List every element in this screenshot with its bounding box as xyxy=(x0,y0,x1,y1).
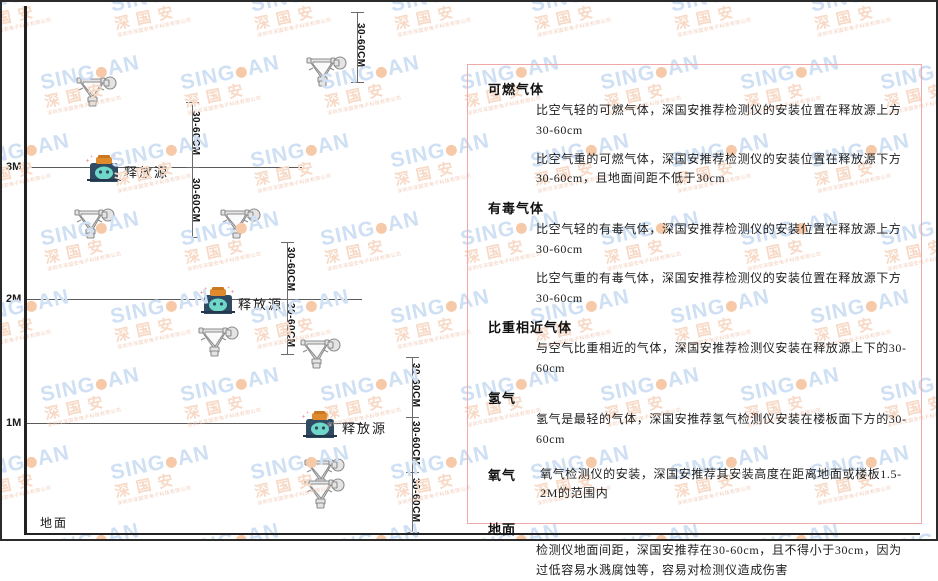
watermark-dot-icon xyxy=(935,378,936,391)
note-section: 氧气氧气检测仪的安装，深国安推荐其安装高度在距离地面或楼板1.5-2M的范围内 xyxy=(482,459,907,514)
watermark-cn: 深国安 xyxy=(813,2,933,32)
note-paragraph: 与空气比重相近的气体，深国安推荐检测仪安装在释放源上下的30-60cm xyxy=(536,339,907,379)
watermark-cn: 深国安 xyxy=(533,2,653,32)
note-heading: 可燃气体 xyxy=(488,79,907,98)
note-section: 有毒气体比空气轻的有毒气体，深国安推荐检测仪的安装位置在释放源上方30-60cm… xyxy=(482,198,907,308)
note-section: 地面检测仪地面间距，深国安推荐在30-60cm，且不得小于30cm，因为过低容易… xyxy=(482,519,907,581)
watermark-dot-icon xyxy=(935,66,936,79)
note-section: 可燃气体比空气轻的可燃气体，深国安推荐检测仪的安装位置在释放源上方30-60cm… xyxy=(482,79,907,189)
note-paragraph: 氧气检测仪的安装，深国安推荐其安装高度在距离地面或楼板1.5-2M的范围内 xyxy=(540,465,907,505)
note-paragraph: 比空气重的有毒气体，深国安推荐检测仪的安装位置在释放源下方30-60cm xyxy=(536,269,907,309)
note-heading: 地面 xyxy=(488,519,907,538)
watermark-sub: 深圳市深国安电子科技有限公司 xyxy=(817,9,935,39)
note-paragraph: 比空气轻的有毒气体，深国安推荐检测仪的安装位置在释放源上方30-60cm xyxy=(536,220,907,260)
note-heading: 有毒气体 xyxy=(488,198,907,217)
note-paragraph: 比空气轻的可燃气体，深国安推荐检测仪的安装位置在释放源上方30-60cm xyxy=(536,101,907,141)
note-paragraph: 检测仪地面间距，深国安推荐在30-60cm，且不得小于30cm，因为过低容易水溅… xyxy=(536,541,907,581)
vertical-axis xyxy=(24,6,27,533)
diagram-canvas: SINGAN深国安深圳市深国安电子科技有限公司SINGAN深国安深圳市深国安电子… xyxy=(0,0,938,541)
note-section: 比重相近气体与空气比重相近的气体，深国安推荐检测仪安装在释放源上下的30-60c… xyxy=(482,317,907,379)
watermark-cn: 深国安 xyxy=(673,2,793,32)
note-heading: 比重相近气体 xyxy=(488,317,907,336)
watermark-dot-icon xyxy=(935,222,936,235)
note-paragraph: 比空气重的可燃气体，深国安推荐检测仪的安装位置在释放源下方30-60cm，且地面… xyxy=(536,150,907,190)
watermark-dot-icon xyxy=(935,534,936,539)
installation-height-diagram xyxy=(2,2,472,543)
note-section: 氢气氢气是最轻的气体，深国安推荐氢气检测仪安装在楼板面下方的30-60cm xyxy=(482,388,907,450)
note-heading: 氧气 xyxy=(488,465,534,511)
note-section-inline: 氧气氧气检测仪的安装，深国安推荐其安装高度在距离地面或楼板1.5-2M的范围内 xyxy=(482,459,907,514)
gas-installation-notes-panel: 可燃气体比空气轻的可燃气体，深国安推荐检测仪的安装位置在释放源上方30-60cm… xyxy=(467,64,922,524)
note-paragraph: 氢气是最轻的气体，深国安推荐氢气检测仪安装在楼板面下方的30-60cm xyxy=(536,410,907,450)
watermark-sub: 深圳市深国安电子科技有限公司 xyxy=(677,9,795,39)
note-heading: 氢气 xyxy=(488,388,907,407)
watermark-sub: 深圳市深国安电子科技有限公司 xyxy=(537,9,655,39)
